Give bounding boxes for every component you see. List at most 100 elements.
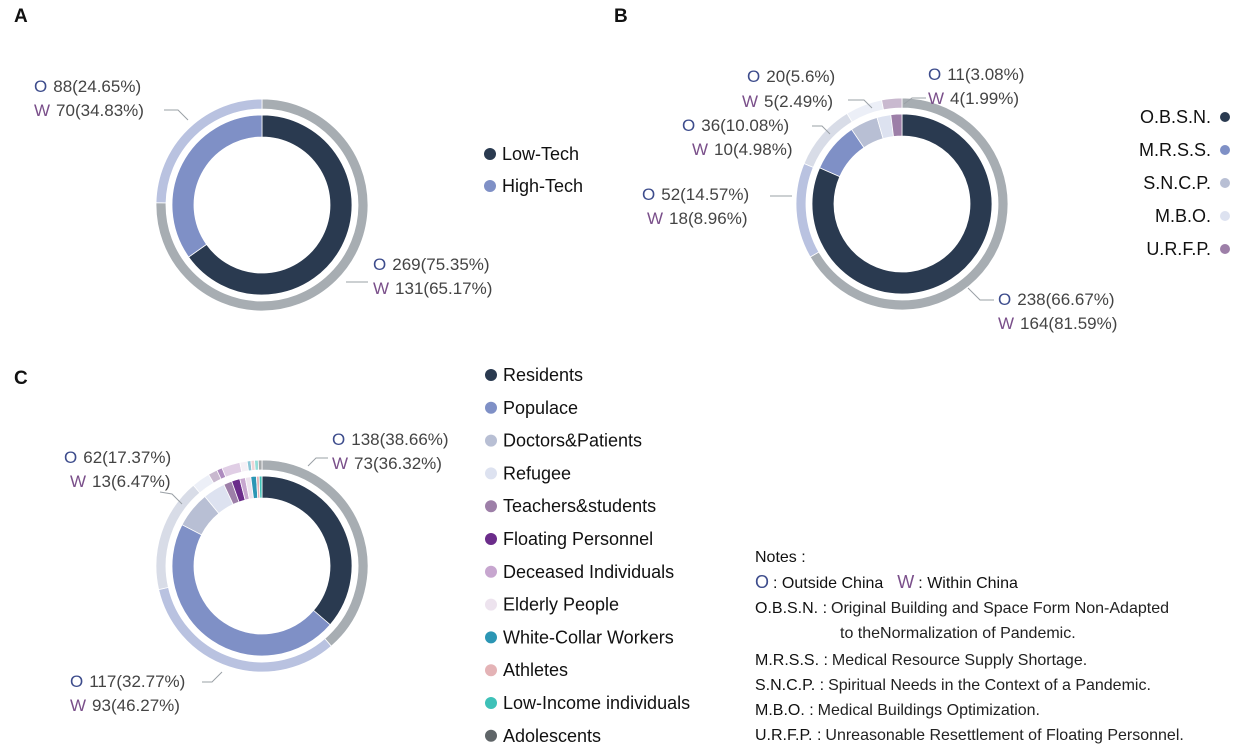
- outside-marker: O: [928, 65, 941, 84]
- legend-label: Elderly People: [503, 595, 619, 615]
- legend-label: Populace: [503, 398, 578, 418]
- donut-chart-b: [795, 97, 1009, 311]
- legend-b: O.B.S.N. M.R.S.S. S.N.C.P. M.B.O. U.R.F.P.: [1139, 107, 1230, 259]
- legend-swatch: [485, 500, 497, 513]
- svg-text:O62(17.37%): O 62(17.37%): [64, 448, 171, 467]
- leader-line: [903, 97, 926, 105]
- within-marker: W: [897, 572, 914, 592]
- svg-text:W13(6.47%): W 13(6.47%): [70, 472, 170, 491]
- outside-marker: O: [642, 185, 655, 204]
- within-value-label: 73(36.32%): [354, 454, 442, 473]
- legend-label: Teachers&students: [503, 496, 656, 516]
- panel-letter: C: [14, 368, 28, 389]
- within-value-label: 18(8.96%): [669, 209, 747, 228]
- outside-value-label: 36(10.08%): [701, 116, 789, 135]
- legend-label: Doctors&Patients: [503, 431, 642, 451]
- pie-slice-within-populace: [171, 524, 331, 657]
- donut-chart-a: [155, 98, 369, 312]
- note-definition: to theNormalization of Pandemic.: [840, 625, 1076, 642]
- leader-line: [307, 457, 328, 467]
- within-marker: W: [928, 89, 944, 108]
- outside-value-label: 62(17.37%): [83, 448, 171, 467]
- legend-swatch: [1220, 211, 1230, 221]
- legend-swatch: [485, 369, 497, 381]
- outside-marker: O: [755, 572, 769, 592]
- within-value-label: 131(65.17%): [395, 279, 492, 298]
- svg-text:W5(2.49%): W 5(2.49%): [742, 92, 833, 111]
- legend-swatch: [1220, 145, 1230, 155]
- svg-text:M.B.O. :Medical Buildings Opti: M.B.O. : Medical Buildings Optimization.: [755, 702, 1040, 719]
- outside-marker: O: [70, 672, 83, 691]
- note-abbr: O.B.S.N. :: [755, 600, 827, 617]
- svg-text:W18(8.96%): W 18(8.96%): [647, 209, 747, 228]
- svg-text:W93(46.27%): W 93(46.27%): [70, 696, 180, 715]
- outside-value-label: 11(3.08%): [947, 65, 1024, 84]
- within-value-label: 10(4.98%): [714, 140, 792, 159]
- pie-slice-outside-deceased-individuals: [221, 461, 243, 478]
- slice-label: O 62(17.37%) W 13(6.47%): [64, 448, 183, 505]
- legend-label: S.N.C.P.: [1143, 173, 1211, 193]
- legend-swatch: [484, 180, 496, 192]
- within-marker: W: [332, 454, 348, 473]
- outside-marker: O: [373, 255, 386, 274]
- outside-value-label: 117(32.77%): [89, 672, 185, 691]
- within-value-label: 13(6.47%): [92, 472, 170, 491]
- legend-swatch: [484, 148, 496, 160]
- within-marker: W: [692, 140, 708, 159]
- legend-swatch: [485, 598, 497, 611]
- legend-label: Refugee: [503, 463, 571, 483]
- note-abbr: M.B.O. :: [755, 702, 814, 719]
- outside-marker: O: [332, 430, 345, 449]
- within-value-label: 93(46.27%): [92, 696, 180, 715]
- legend-label: Adolescents: [503, 726, 601, 746]
- slice-label: O 20(5.6%) W 5(2.49%): [742, 67, 873, 111]
- legend-label: Deceased Individuals: [503, 562, 674, 582]
- pie-slice-within-low-tech: [188, 114, 353, 296]
- legend-label: O.B.S.N.: [1140, 107, 1211, 127]
- slice-label: O 138(38.66%) W 73(36.32%): [307, 430, 449, 473]
- svg-text:O36(10.08%): O 36(10.08%): [682, 116, 789, 135]
- slice-label: O 269(75.35%) W 131(65.17%): [346, 255, 492, 298]
- outside-marker: O: [34, 77, 47, 96]
- legend-label: Residents: [503, 365, 583, 385]
- outside-definition: : Outside China: [773, 575, 883, 592]
- within-value-label: 164(81.59%): [1020, 314, 1117, 333]
- leader-line: [202, 671, 223, 683]
- pie-slice-outside-u-r-f-p: [881, 97, 903, 111]
- leader-line: [967, 287, 994, 301]
- slice-label: O 52(14.57%) W 18(8.96%): [642, 185, 792, 228]
- within-marker: W: [373, 279, 389, 298]
- note-abbr: U.R.F.P. :: [755, 727, 821, 744]
- outside-value-label: 138(38.66%): [351, 430, 448, 449]
- outside-marker: O: [682, 116, 695, 135]
- notes-title: Notes :: [755, 549, 806, 566]
- notes-block: Notes : O: Outside China W: Within China …: [755, 549, 1184, 744]
- legend-label: High-Tech: [502, 176, 583, 196]
- within-value-label: 70(34.83%): [56, 101, 144, 120]
- leader-line: [159, 491, 183, 505]
- slice-label: O 117(32.77%) W 93(46.27%): [70, 671, 223, 715]
- legend-label: M.B.O.: [1155, 206, 1211, 226]
- panel-letter: A: [14, 6, 28, 27]
- within-marker: W: [70, 696, 86, 715]
- legend-label: Low-Income individuals: [503, 693, 690, 713]
- legend-swatch: [485, 434, 497, 447]
- legend-label: Athletes: [503, 660, 568, 680]
- legend-swatch: [485, 565, 497, 578]
- outside-value-label: 269(75.35%): [392, 255, 489, 274]
- legend-label: Floating Personnel: [503, 529, 653, 549]
- note-definition: Medical Buildings Optimization.: [818, 702, 1040, 719]
- within-marker: W: [998, 314, 1014, 333]
- within-value-label: 4(1.99%): [950, 89, 1019, 108]
- svg-text:O88(24.65%): O 88(24.65%): [34, 77, 141, 96]
- legend-swatch: [485, 664, 497, 677]
- pie-slice-outside-high-tech: [155, 98, 263, 204]
- outside-value-label: 238(66.67%): [1017, 290, 1114, 309]
